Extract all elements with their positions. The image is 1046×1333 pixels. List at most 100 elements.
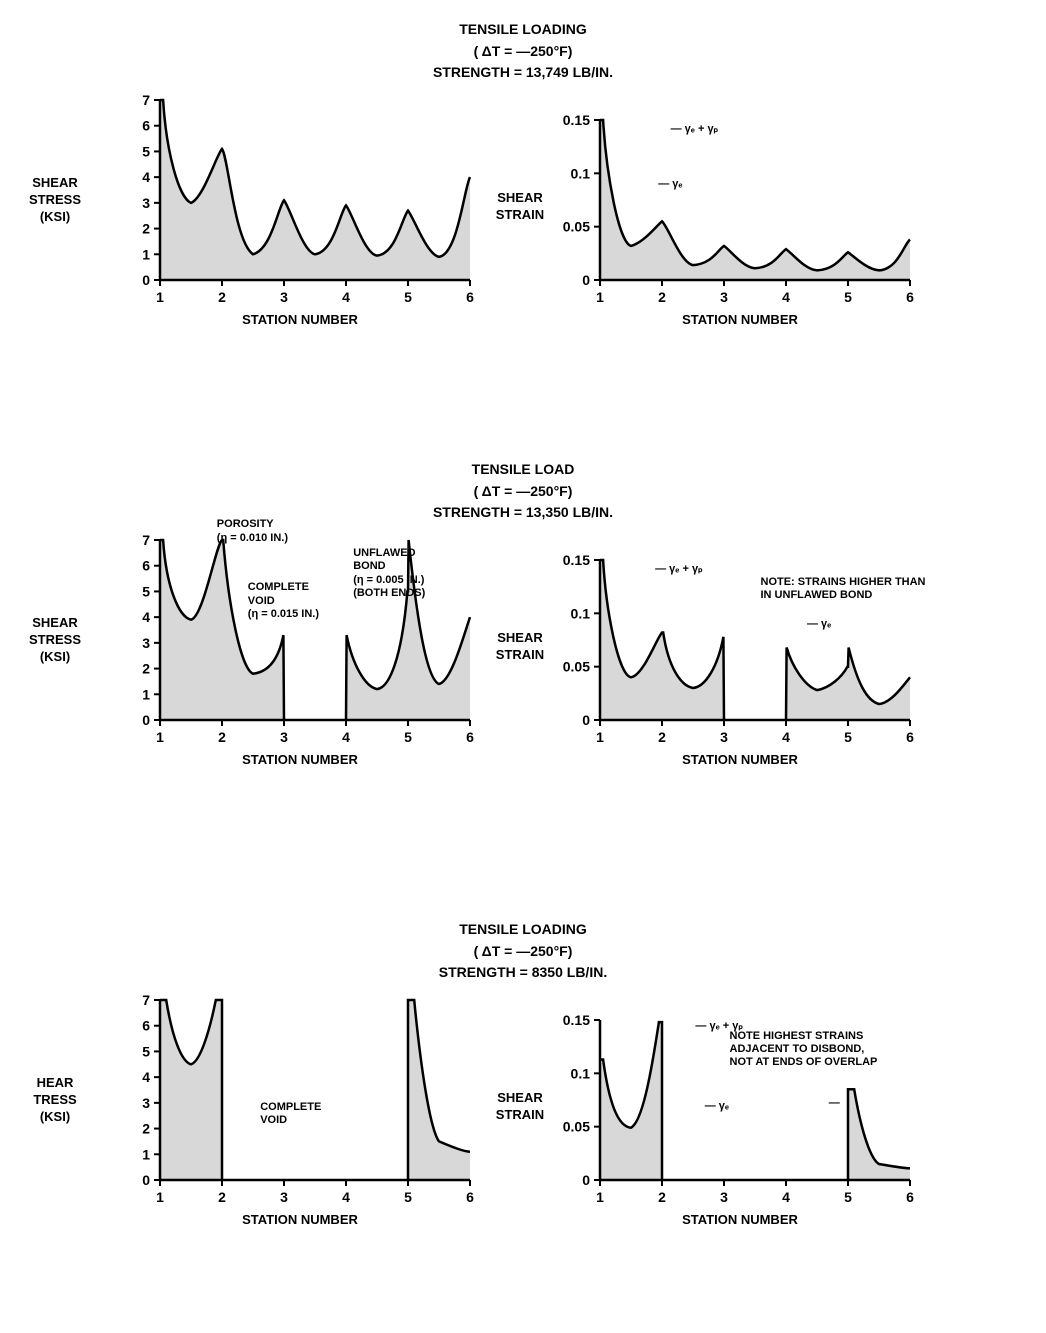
svg-text:5: 5	[142, 583, 150, 599]
svg-text:6: 6	[142, 118, 150, 134]
svg-text:1: 1	[142, 246, 150, 262]
svg-text:1: 1	[596, 1189, 604, 1205]
panel-header: TENSILE LOADING( ΔT = —250°F)STRENGTH = …	[0, 20, 1046, 85]
header-line: STRENGTH = 13,749 LB/IN.	[0, 63, 1046, 83]
svg-text:7: 7	[142, 992, 150, 1008]
y-axis-label: SHEARSTRAIN	[485, 630, 555, 664]
svg-text:0.05: 0.05	[563, 659, 590, 675]
svg-text:2: 2	[658, 1189, 666, 1205]
header-line: ( ΔT = —250°F)	[0, 482, 1046, 502]
svg-text:4: 4	[782, 729, 790, 745]
y-axis-label: SHEARSTRAIN	[485, 1090, 555, 1124]
svg-text:3: 3	[142, 635, 150, 651]
svg-text:0: 0	[142, 712, 150, 728]
panel-header: TENSILE LOADING( ΔT = —250°F)STRENGTH = …	[0, 920, 1046, 985]
svg-text:6: 6	[466, 1189, 474, 1205]
svg-text:3: 3	[142, 1095, 150, 1111]
svg-text:0: 0	[582, 272, 590, 288]
svg-text:0: 0	[582, 1172, 590, 1188]
chart: 01234567123456	[120, 90, 480, 320]
svg-text:1: 1	[156, 1189, 164, 1205]
svg-text:0.15: 0.15	[563, 1012, 590, 1028]
svg-text:3: 3	[720, 729, 728, 745]
svg-text:2: 2	[218, 729, 226, 745]
svg-text:1: 1	[142, 686, 150, 702]
svg-text:1: 1	[596, 729, 604, 745]
svg-text:5: 5	[404, 1189, 412, 1205]
svg-text:2: 2	[218, 1189, 226, 1205]
svg-text:1: 1	[596, 289, 604, 305]
svg-text:6: 6	[906, 729, 914, 745]
svg-text:0.05: 0.05	[563, 1119, 590, 1135]
svg-text:1: 1	[142, 1146, 150, 1162]
svg-text:6: 6	[466, 289, 474, 305]
svg-text:0.1: 0.1	[571, 1065, 591, 1081]
svg-text:2: 2	[142, 661, 150, 677]
x-axis-label: STATION NUMBER	[120, 752, 480, 767]
y-axis-label: SHEARSTRESS(KSI)	[20, 615, 90, 666]
chart-annotation: — γₑ	[807, 618, 831, 631]
svg-text:1: 1	[156, 289, 164, 305]
svg-text:2: 2	[658, 729, 666, 745]
y-axis-label: SHEARSTRESS(KSI)	[20, 175, 90, 226]
svg-text:4: 4	[342, 1189, 350, 1205]
svg-text:3: 3	[280, 289, 288, 305]
svg-text:0: 0	[142, 1172, 150, 1188]
x-axis-label: STATION NUMBER	[560, 1212, 920, 1227]
chart-annotation: POROSITY (η = 0.010 IN.)	[217, 518, 288, 544]
chart: 01234567123456	[120, 530, 480, 760]
svg-text:7: 7	[142, 92, 150, 108]
svg-text:5: 5	[404, 289, 412, 305]
svg-text:4: 4	[142, 609, 150, 625]
chart-annotation: — γₑ + γₚ	[671, 123, 719, 136]
svg-text:5: 5	[844, 1189, 852, 1205]
header-line: ( ΔT = —250°F)	[0, 42, 1046, 62]
chart-annotation: NOTE HIGHEST STRAINS ADJACENT TO DISBOND…	[730, 1030, 878, 1070]
header-line: TENSILE LOADING	[0, 920, 1046, 940]
chart-annotation: UNFLAWED BOND (η = 0.005 IN.) (BOTH ENDS…	[353, 547, 425, 600]
svg-text:6: 6	[142, 1018, 150, 1034]
chart-annotation: — γₑ	[705, 1100, 729, 1113]
svg-text:3: 3	[280, 729, 288, 745]
chart-annotation: COMPLETE VOID	[260, 1101, 321, 1127]
svg-text:4: 4	[142, 169, 150, 185]
svg-text:2: 2	[658, 289, 666, 305]
chart-annotation: — γₑ	[658, 178, 682, 191]
chart-annotation: COMPLETE VOID (η = 0.015 IN.)	[248, 581, 319, 621]
svg-text:3: 3	[280, 1189, 288, 1205]
x-axis-label: STATION NUMBER	[560, 752, 920, 767]
svg-text:6: 6	[142, 558, 150, 574]
svg-text:4: 4	[782, 289, 790, 305]
x-axis-label: STATION NUMBER	[120, 1212, 480, 1227]
svg-text:0.15: 0.15	[563, 112, 590, 128]
svg-text:0.05: 0.05	[563, 219, 590, 235]
svg-text:5: 5	[844, 289, 852, 305]
svg-text:6: 6	[906, 1189, 914, 1205]
svg-text:6: 6	[906, 289, 914, 305]
x-axis-label: STATION NUMBER	[560, 312, 920, 327]
x-axis-label: STATION NUMBER	[120, 312, 480, 327]
svg-text:4: 4	[782, 1189, 790, 1205]
header-line: STRENGTH = 13,350 LB/IN.	[0, 503, 1046, 523]
svg-text:0.1: 0.1	[571, 165, 591, 181]
chart: 0 0.05 0.1 0.15 1 2 3 4 5 6	[560, 110, 920, 320]
svg-text:2: 2	[142, 221, 150, 237]
panel-header: TENSILE LOAD( ΔT = —250°F)STRENGTH = 13,…	[0, 460, 1046, 525]
svg-text:5: 5	[142, 143, 150, 159]
svg-text:2: 2	[218, 289, 226, 305]
svg-text:4: 4	[342, 729, 350, 745]
svg-text:3: 3	[720, 1189, 728, 1205]
svg-text:0.1: 0.1	[571, 605, 591, 621]
chart-annotation: NOTE: STRAINS HIGHER THAN IN UNFLAWED BO…	[761, 576, 926, 602]
svg-text:5: 5	[844, 729, 852, 745]
svg-text:5: 5	[142, 1043, 150, 1059]
svg-text:3: 3	[720, 289, 728, 305]
chart-annotation: —	[829, 1097, 840, 1110]
header-line: ( ΔT = —250°F)	[0, 942, 1046, 962]
svg-text:0: 0	[142, 272, 150, 288]
y-axis-label: SHEARSTRAIN	[485, 190, 555, 224]
svg-text:1: 1	[156, 729, 164, 745]
svg-text:5: 5	[404, 729, 412, 745]
svg-text:2: 2	[142, 1121, 150, 1137]
svg-text:7: 7	[142, 532, 150, 548]
